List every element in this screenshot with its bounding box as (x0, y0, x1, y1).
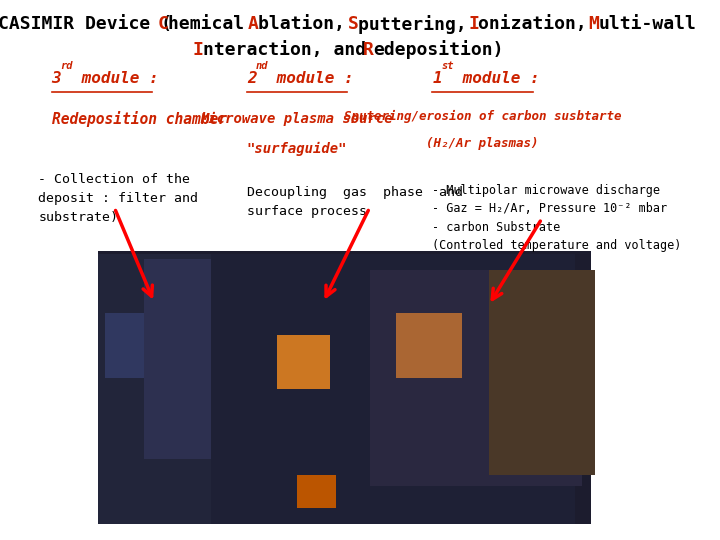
Bar (210, 254, 575, 524)
Text: onization,: onization, (478, 15, 598, 33)
Text: C: C (158, 15, 168, 33)
Bar (98, 254, 217, 524)
Text: CASIMIR Device (: CASIMIR Device ( (0, 15, 172, 33)
Text: puttering,: puttering, (358, 15, 477, 34)
Text: ulti-wall: ulti-wall (598, 15, 696, 33)
Bar (489, 270, 595, 475)
Text: Sputering/erosion of carbon susbtarte: Sputering/erosion of carbon susbtarte (343, 110, 621, 123)
Text: hemical: hemical (168, 15, 255, 33)
Text: M: M (588, 15, 599, 33)
Bar (98, 251, 591, 524)
Text: rd: rd (60, 62, 73, 71)
Text: Microwave plasma source: Microwave plasma source (201, 112, 393, 126)
Text: blation,: blation, (258, 15, 356, 33)
Text: R: R (363, 40, 374, 59)
Text: "surfaguide": "surfaguide" (247, 141, 347, 156)
Bar (144, 259, 330, 459)
Text: module :: module : (267, 71, 354, 86)
Text: 3: 3 (52, 71, 61, 86)
Text: I: I (193, 40, 204, 59)
Bar (104, 313, 144, 378)
Text: (H₂/Ar plasmas): (H₂/Ar plasmas) (426, 137, 539, 150)
Text: A: A (248, 15, 259, 33)
Text: - Collection of the
deposit : filter and
substrate): - Collection of the deposit : filter and… (38, 173, 198, 224)
Text: nteraction, and: nteraction, and (203, 40, 377, 59)
Text: module :: module : (72, 71, 158, 86)
Bar (297, 475, 336, 508)
Text: 2: 2 (247, 71, 256, 86)
Text: module :: module : (453, 71, 539, 86)
Bar (369, 270, 582, 486)
Text: edeposition): edeposition) (373, 40, 503, 59)
Text: nd: nd (256, 62, 269, 71)
Text: Redeposition chamber: Redeposition chamber (52, 111, 227, 127)
Text: S: S (348, 15, 359, 33)
Text: - Multipolar microwave discharge
- Gaz = H₂/Ar, Pressure 10⁻² mbar
- carbon Subs: - Multipolar microwave discharge - Gaz =… (433, 184, 682, 252)
Text: I: I (468, 15, 479, 33)
Text: st: st (441, 62, 454, 71)
Bar (276, 335, 330, 389)
Text: Decoupling  gas  phase  and
surface process: Decoupling gas phase and surface process (247, 186, 463, 218)
Text: 1: 1 (433, 71, 442, 86)
Bar (396, 313, 462, 378)
